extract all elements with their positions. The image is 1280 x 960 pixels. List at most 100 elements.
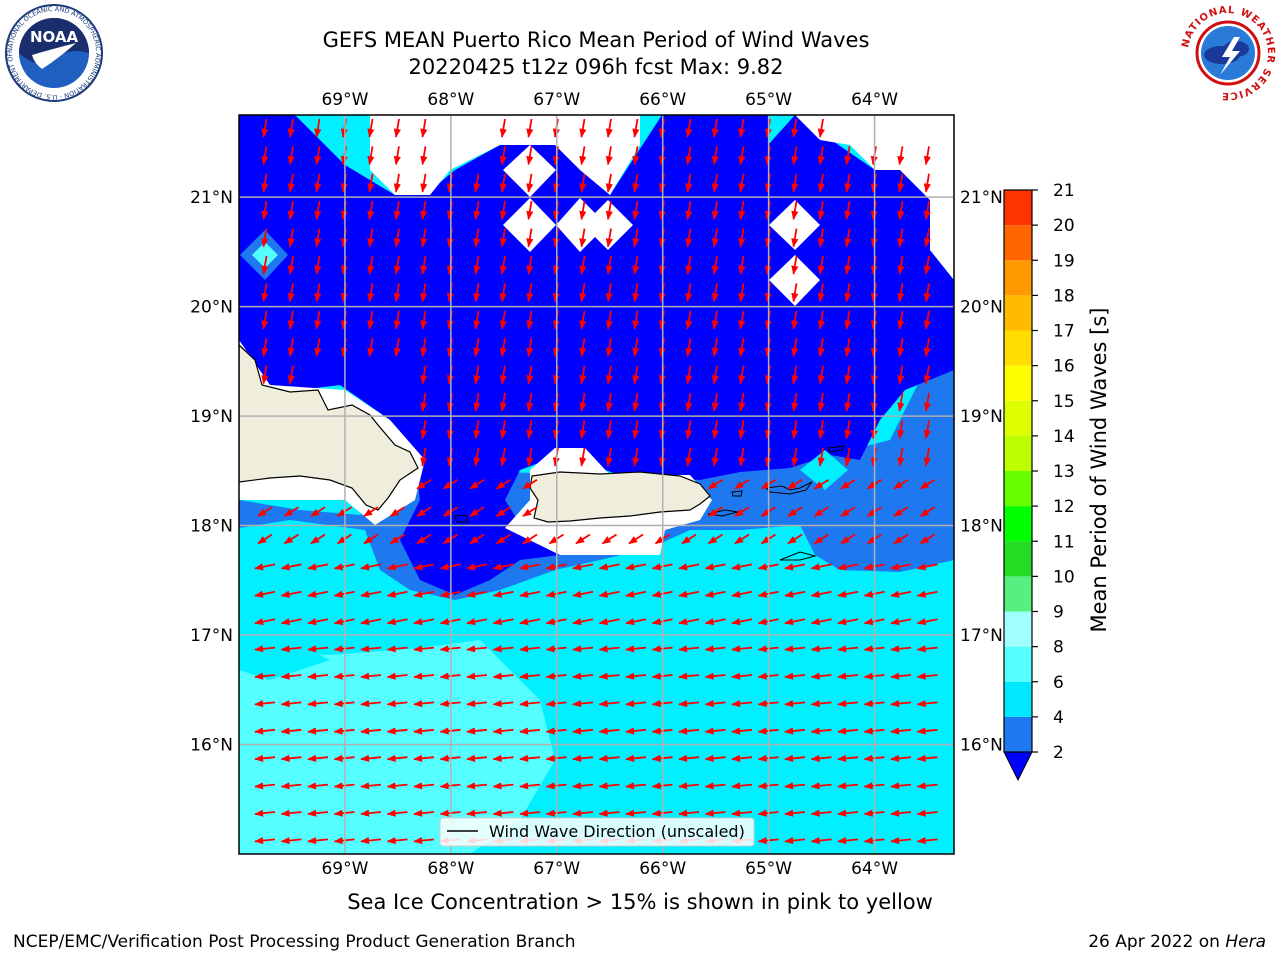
wave-direction-arrow xyxy=(389,506,405,517)
wave-direction-arrow xyxy=(314,173,322,193)
wave-direction-arrow xyxy=(704,672,726,680)
wave-direction-arrow xyxy=(413,672,435,680)
wave-direction-arrow xyxy=(685,173,693,193)
wave-direction-arrow xyxy=(678,645,700,653)
colorbar: 2 4 6 8 9 10 11 12 13 14 15 16 17 18 19 20 21 Mean Perio… xyxy=(1003,181,1111,782)
wave-direction-arrow xyxy=(254,672,276,680)
wave-direction-arrow xyxy=(810,727,832,735)
wave-direction-arrow xyxy=(840,506,856,517)
wave-direction-arrow xyxy=(625,618,647,626)
wave-direction-arrow xyxy=(890,590,912,598)
wave-direction-arrow xyxy=(280,563,302,571)
wave-direction-arrow xyxy=(678,809,700,817)
wave-direction-arrow xyxy=(784,837,806,845)
wave-direction-arrow xyxy=(731,727,753,735)
wave-direction-arrow xyxy=(393,146,401,166)
colorbar-tick-label: 21 xyxy=(1053,181,1075,201)
wave-direction-arrow xyxy=(837,700,859,708)
wave-direction-arrow xyxy=(526,118,534,138)
colorbar-label: Mean Period of Wind Waves [s] xyxy=(1087,308,1111,633)
axis-tick-label: 17°N xyxy=(190,626,233,646)
wave-direction-arrow xyxy=(791,146,799,166)
wave-direction-arrow xyxy=(393,201,401,221)
wave-direction-arrow xyxy=(572,590,594,598)
no-data-gap xyxy=(795,115,954,280)
colorbar-segment xyxy=(1004,435,1032,471)
wave-direction-arrow xyxy=(605,447,613,467)
footer-branch: NCEP/EMC/Verification Post Processing Pr… xyxy=(13,932,576,952)
wave-direction-arrow xyxy=(261,118,269,138)
wave-direction-arrow xyxy=(287,118,295,138)
wave-direction-arrow xyxy=(791,365,799,385)
wave-direction-arrow xyxy=(572,727,594,735)
wave-direction-arrow xyxy=(632,338,640,358)
wave-direction-arrow xyxy=(254,837,276,845)
wave-direction-arrow xyxy=(420,447,428,467)
wave-direction-arrow xyxy=(257,506,273,517)
wave-direction-arrow xyxy=(704,754,726,762)
wave-direction-arrow xyxy=(499,338,507,358)
wave-direction-arrow xyxy=(738,338,746,358)
wave-direction-arrow xyxy=(628,533,644,545)
wave-direction-arrow xyxy=(916,672,938,680)
wave-direction-arrow xyxy=(890,754,912,762)
wave-direction-arrow xyxy=(466,727,488,735)
wave-direction-arrow xyxy=(837,837,859,845)
axis-tick-label: 69°W xyxy=(321,859,368,879)
wave-direction-arrow xyxy=(413,618,435,626)
wave-direction-arrow xyxy=(923,338,931,358)
wave-direction-arrow xyxy=(598,782,620,790)
wave-direction-arrow xyxy=(473,392,481,412)
wave-direction-arrow xyxy=(817,392,825,412)
wave-direction-arrow xyxy=(492,700,514,708)
wave-direction-arrow xyxy=(837,727,859,735)
wave-direction-arrow xyxy=(413,727,435,735)
wave-direction-arrow xyxy=(897,365,905,385)
axis-tick-label: 19°N xyxy=(960,407,1003,427)
culebra-island xyxy=(731,490,743,497)
wave-direction-arrow xyxy=(519,590,541,598)
wave-direction-arrow xyxy=(287,283,295,303)
wave-direction-arrow xyxy=(420,420,428,440)
wave-direction-arrow xyxy=(386,700,408,708)
wave-direction-arrow xyxy=(473,283,481,303)
wave-direction-arrow xyxy=(499,201,507,221)
wave-direction-arrow xyxy=(738,392,746,412)
wave-direction-arrow xyxy=(579,228,587,248)
no-data-gap xyxy=(583,200,633,250)
wave-direction-arrow xyxy=(711,146,719,166)
wave-direction-arrow xyxy=(817,173,825,193)
wave-direction-arrow xyxy=(526,146,534,166)
wave-direction-arrow xyxy=(817,310,825,330)
wave-direction-arrow xyxy=(738,228,746,248)
wave-direction-arrow xyxy=(632,255,640,275)
wave-direction-arrow xyxy=(632,392,640,412)
wave-direction-arrow xyxy=(734,506,750,517)
wave-direction-arrow xyxy=(261,201,269,221)
axis-tick-label: 21°N xyxy=(960,188,1003,208)
wave-direction-arrow xyxy=(280,754,302,762)
wave-direction-arrow xyxy=(314,228,322,248)
wave-direction-arrow xyxy=(605,228,613,248)
wave-direction-arrow xyxy=(840,478,856,490)
wave-direction-arrow xyxy=(466,645,488,653)
wave-direction-arrow xyxy=(473,447,481,467)
wave-direction-arrow xyxy=(499,146,507,166)
chart-title-line1: GEFS MEAN Puerto Rico Mean Period of Win… xyxy=(322,28,870,52)
wave-direction-arrow xyxy=(499,173,507,193)
wave-direction-arrow xyxy=(526,365,534,385)
wave-direction-arrow xyxy=(261,365,269,385)
wave-direction-arrow xyxy=(280,727,302,735)
wave-direction-arrow xyxy=(784,700,806,708)
lat-labels-right: 21°N 20°N 19°N 18°N 17°N 16°N xyxy=(960,188,1003,755)
wave-direction-arrow xyxy=(492,782,514,790)
wave-direction-arrow xyxy=(791,420,799,440)
wave-direction-arrow xyxy=(784,672,806,680)
wave-direction-arrow xyxy=(711,228,719,248)
wave-direction-arrow xyxy=(893,533,909,545)
wave-direction-arrow xyxy=(367,173,375,193)
wave-direction-arrow xyxy=(678,727,700,735)
wave-direction-arrow xyxy=(625,727,647,735)
wave-direction-arrow xyxy=(685,310,693,330)
wave-direction-arrow xyxy=(367,228,375,248)
